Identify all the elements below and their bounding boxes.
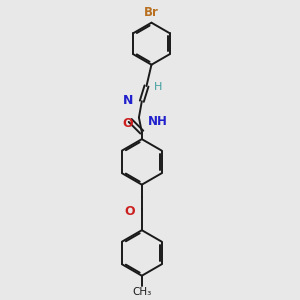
Text: Br: Br <box>144 6 159 19</box>
Text: H: H <box>154 82 162 92</box>
Text: O: O <box>124 205 134 218</box>
Text: N: N <box>123 94 134 107</box>
Text: O: O <box>122 118 133 130</box>
Text: CH₃: CH₃ <box>132 287 152 297</box>
Text: NH: NH <box>148 115 168 128</box>
